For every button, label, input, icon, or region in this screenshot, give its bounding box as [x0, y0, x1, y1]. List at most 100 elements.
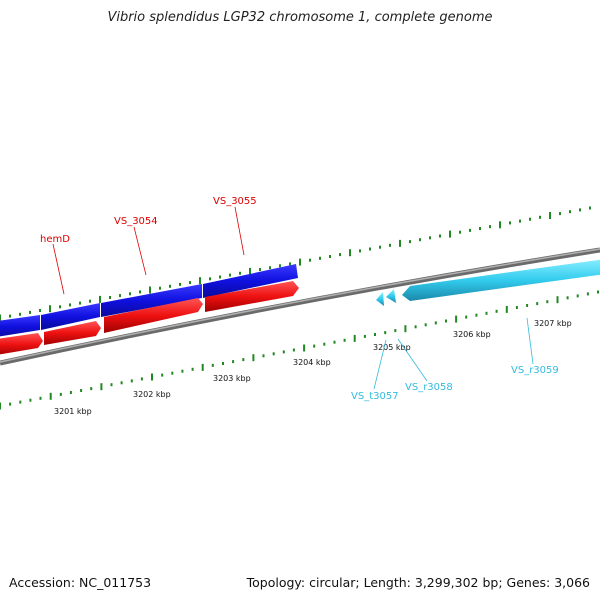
- minor-tick: [586, 292, 589, 296]
- minor-tick: [169, 284, 171, 288]
- major-tick: [99, 295, 101, 303]
- genome-backbone: [0, 247, 600, 366]
- minor-tick: [469, 228, 471, 232]
- minor-tick: [219, 275, 221, 279]
- reverse-cds-track: [0, 281, 299, 356]
- minor-tick: [389, 243, 391, 247]
- minor-tick: [59, 305, 61, 309]
- rna-feature[interactable]: [376, 292, 384, 306]
- gene-label[interactable]: VS_r3059: [511, 365, 559, 376]
- cds-feature[interactable]: [0, 333, 43, 356]
- gene-labels: hemD VS_3054 VS_3055 VS_t3057 VS_r3058 V…: [40, 196, 559, 402]
- minor-tick: [119, 294, 121, 298]
- minor-tick: [519, 219, 521, 223]
- major-tick: [249, 267, 251, 275]
- minor-tick: [489, 225, 491, 229]
- minor-tick: [120, 381, 123, 385]
- minor-tick: [139, 290, 141, 294]
- minor-tick: [546, 300, 549, 304]
- minor-tick: [509, 221, 511, 225]
- minor-tick: [343, 338, 346, 342]
- minor-tick: [229, 273, 231, 277]
- gene-label[interactable]: hemD: [40, 234, 70, 245]
- minor-tick: [445, 319, 447, 323]
- rna-feature[interactable]: [402, 259, 600, 301]
- gene-label[interactable]: VS_t3057: [351, 391, 399, 402]
- label-leaders: [52, 206, 534, 390]
- minor-tick: [566, 296, 569, 300]
- minor-tick: [80, 389, 83, 392]
- minor-tick: [179, 282, 181, 286]
- gene-label[interactable]: VS_3055: [213, 196, 257, 207]
- minor-tick: [576, 294, 579, 298]
- cds-feature[interactable]: [203, 264, 298, 298]
- major-tick: [199, 277, 201, 285]
- rna-feature[interactable]: [386, 289, 396, 303]
- major-tick: [353, 334, 356, 342]
- minor-tick: [39, 396, 42, 400]
- major-tick: [252, 354, 255, 362]
- minor-tick: [19, 400, 22, 404]
- minor-tick: [29, 398, 32, 402]
- minor-tick: [429, 236, 431, 240]
- minor-tick: [29, 310, 31, 314]
- scale-label: 3206 kbp: [453, 330, 491, 339]
- major-tick: [449, 230, 451, 238]
- minor-tick: [239, 271, 241, 275]
- minor-tick: [579, 208, 581, 212]
- minor-tick: [465, 315, 468, 319]
- minor-tick: [89, 299, 91, 303]
- minor-tick: [259, 268, 261, 271]
- major-tick: [505, 305, 508, 313]
- major-tick: [0, 402, 1, 410]
- cds-feature[interactable]: [0, 315, 40, 338]
- minor-tick: [159, 286, 161, 290]
- minor-tick: [529, 217, 531, 221]
- major-tick: [299, 258, 301, 266]
- minor-tick: [242, 358, 245, 362]
- minor-tick: [191, 367, 194, 371]
- minor-tick: [329, 255, 331, 258]
- major-tick: [49, 392, 52, 400]
- minor-tick: [394, 329, 397, 333]
- minor-tick: [369, 247, 371, 251]
- cds-feature[interactable]: [205, 281, 299, 312]
- minor-tick: [559, 212, 561, 216]
- minor-tick: [414, 325, 417, 329]
- cds-feature[interactable]: [41, 303, 100, 330]
- major-tick: [151, 373, 153, 381]
- minor-tick: [409, 240, 411, 244]
- minor-tick: [69, 303, 71, 307]
- minor-tick: [232, 360, 235, 364]
- minor-tick: [384, 331, 387, 335]
- cds-feature[interactable]: [104, 298, 203, 333]
- gene-label[interactable]: VS_r3058: [405, 382, 453, 393]
- minor-tick: [597, 290, 599, 294]
- minor-tick: [211, 363, 214, 367]
- minor-tick: [485, 311, 488, 315]
- major-tick: [455, 315, 458, 323]
- rna-track: [376, 259, 600, 306]
- ticks-outer: [0, 206, 591, 322]
- genome-backbone-highlight: [0, 248, 600, 363]
- minor-tick: [90, 387, 93, 391]
- gene-label[interactable]: VS_3054: [114, 216, 158, 227]
- major-tick: [149, 286, 151, 294]
- minor-tick: [333, 340, 336, 344]
- minor-tick: [189, 281, 191, 285]
- scale-label: 3203 kbp: [213, 374, 251, 383]
- minor-tick: [374, 333, 376, 336]
- minor-tick: [282, 350, 285, 354]
- minor-tick: [319, 256, 321, 260]
- minor-tick: [359, 249, 361, 253]
- major-tick: [404, 325, 407, 333]
- minor-tick: [279, 264, 281, 268]
- minor-tick: [209, 277, 211, 281]
- minor-tick: [419, 238, 421, 242]
- minor-tick: [569, 210, 571, 214]
- major-tick: [399, 239, 401, 247]
- cds-feature[interactable]: [44, 321, 101, 345]
- cds-feature[interactable]: [101, 284, 202, 317]
- scale-label: 3207 kbp: [534, 319, 572, 328]
